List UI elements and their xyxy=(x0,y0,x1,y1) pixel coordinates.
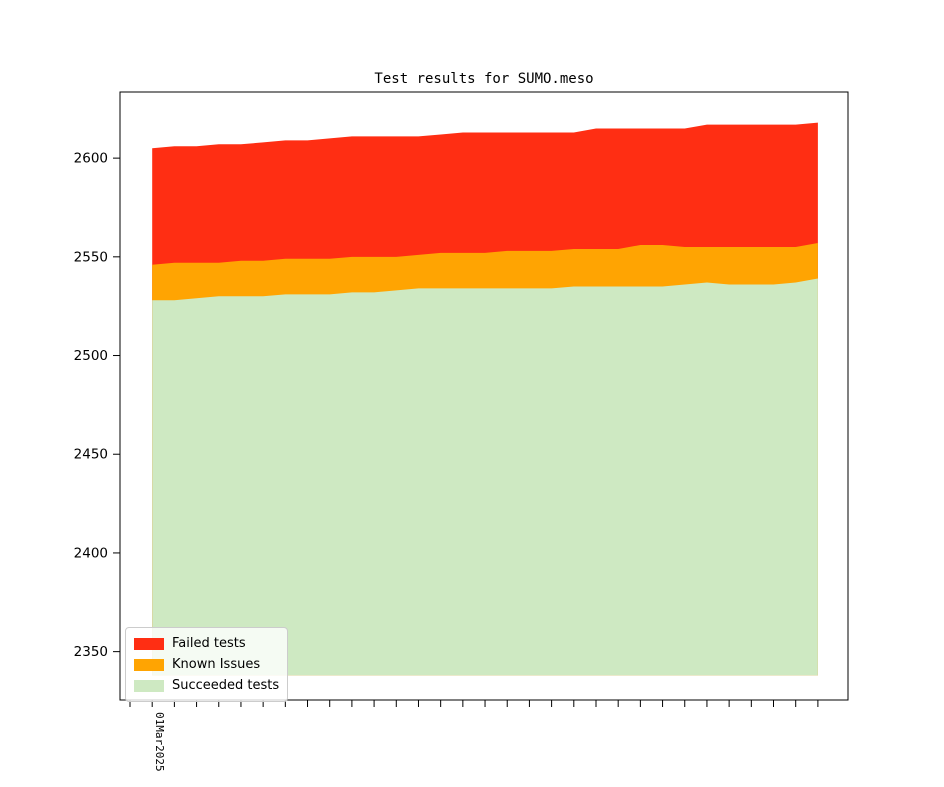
y-tick-label: 2600 xyxy=(74,151,108,167)
y-tick-label: 2550 xyxy=(74,249,108,265)
y-tick-label: 2400 xyxy=(74,545,108,561)
legend-label: Known Issues xyxy=(172,657,261,672)
plot-frame xyxy=(119,91,849,701)
known-issues-swatch xyxy=(134,658,164,671)
y-tick-label: 2500 xyxy=(74,348,108,364)
legend-item-known-issues: Known Issues xyxy=(134,654,279,675)
chart-title: Test results for SUMO.meso xyxy=(374,71,594,87)
succeeded-tests-swatch xyxy=(134,679,164,692)
y-tick-label: 2450 xyxy=(74,447,108,463)
legend-label: Failed tests xyxy=(172,636,246,651)
failed-tests-swatch xyxy=(134,637,164,650)
succeeded-tests-area xyxy=(152,278,818,676)
legend: Failed tests Known Issues Succeeded test… xyxy=(125,627,288,702)
legend-item-succeeded-tests: Succeeded tests xyxy=(134,675,279,696)
plot-area: 2350 2400 2450 2500 2550 2600 01Mar2025 xyxy=(74,91,849,772)
legend-item-failed-tests: Failed tests xyxy=(134,633,279,654)
y-tick-label: 2350 xyxy=(74,644,108,660)
x-tick-label: 01Mar2025 xyxy=(153,712,166,772)
legend-label: Succeeded tests xyxy=(172,678,280,693)
